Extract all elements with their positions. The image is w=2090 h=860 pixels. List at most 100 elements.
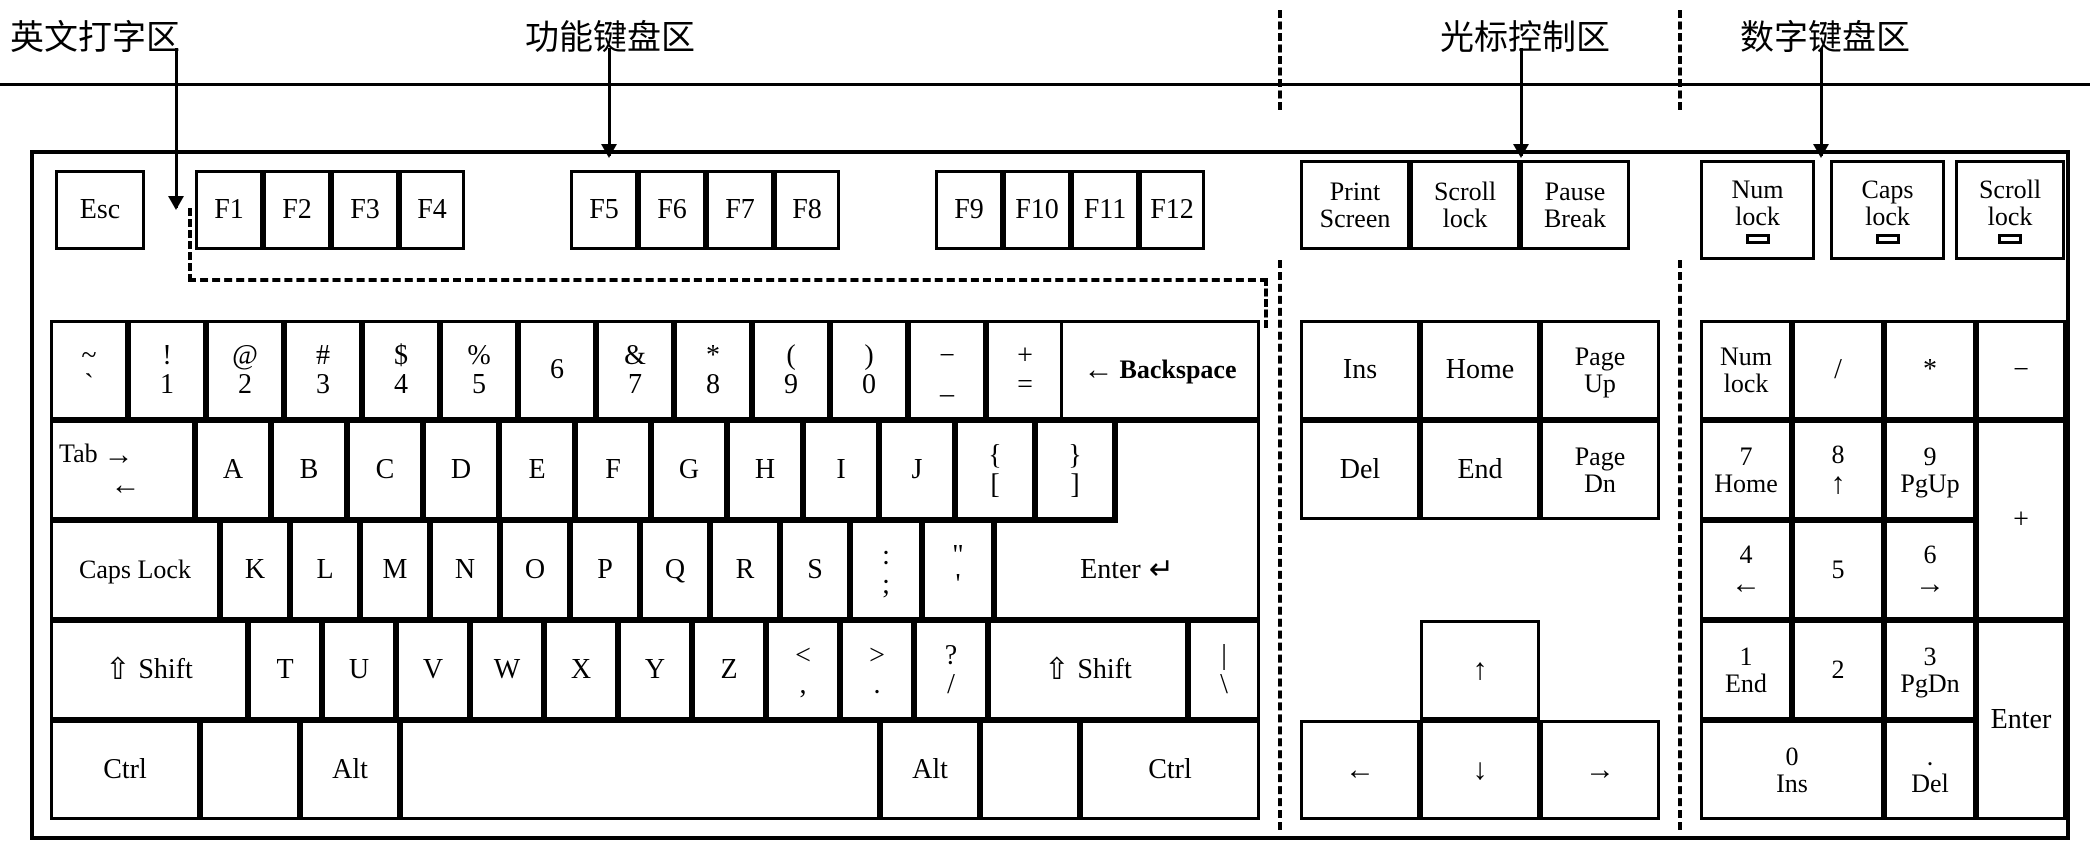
key-capslock[interactable]: Caps Lock [50, 520, 220, 620]
key-num-0[interactable]: ~` [50, 320, 128, 420]
key-f4[interactable]: F4 [399, 170, 465, 250]
key-f[interactable]: F [575, 420, 651, 520]
key-num-1[interactable]: !1 [128, 320, 206, 420]
key-quote[interactable]: "' [922, 520, 994, 620]
key-backslash[interactable]: |\ [1188, 620, 1260, 720]
key-num-2[interactable]: @2 [206, 320, 284, 420]
key-end[interactable]: End [1420, 420, 1540, 520]
key-np-mul[interactable]: * [1884, 320, 1976, 420]
key-a[interactable]: A [195, 420, 271, 520]
key-num-11[interactable]: −_ [908, 320, 986, 420]
key-arrow-down[interactable]: ↓ [1420, 720, 1540, 820]
key-arrow-up[interactable]: ↑ [1420, 620, 1540, 720]
key-num-6[interactable]: 6 [518, 320, 596, 420]
key-np-6[interactable]: 6→ [1884, 520, 1976, 620]
key-num-5[interactable]: %5 [440, 320, 518, 420]
key-shift-right[interactable]: ⇧ Shift [988, 620, 1188, 720]
key-d[interactable]: D [423, 420, 499, 520]
key-np-4[interactable]: 4← [1700, 520, 1792, 620]
key-pagedn[interactable]: PageDn [1540, 420, 1660, 520]
key-num-9[interactable]: (9 [752, 320, 830, 420]
key-e[interactable]: E [499, 420, 575, 520]
key-q[interactable]: Q [640, 520, 710, 620]
key-f2[interactable]: F2 [263, 170, 331, 250]
key-np-0[interactable]: 0Ins [1700, 720, 1884, 820]
key-h[interactable]: H [727, 420, 803, 520]
key-tab[interactable]: Tab→ ← [50, 420, 195, 520]
key-slash[interactable]: ?/ [914, 620, 988, 720]
key-bracket-r[interactable]: }] [1035, 420, 1115, 520]
key-del[interactable]: Del [1300, 420, 1420, 520]
key-np-3[interactable]: 3PgDn [1884, 620, 1976, 720]
key-alt-right[interactable]: Alt [880, 720, 980, 820]
key-esc[interactable]: Esc [55, 170, 145, 250]
key-o[interactable]: O [500, 520, 570, 620]
key-scrolllock[interactable]: Scroll lock [1410, 160, 1520, 250]
key-arrow-right[interactable]: → [1540, 720, 1660, 820]
key-f6[interactable]: F6 [638, 170, 706, 250]
key-arrow-left[interactable]: ← [1300, 720, 1420, 820]
key-f9[interactable]: F9 [935, 170, 1003, 250]
key-w[interactable]: W [470, 620, 544, 720]
key-pausebreak[interactable]: Pause Break [1520, 160, 1630, 250]
key-f1[interactable]: F1 [195, 170, 263, 250]
key-f12[interactable]: F12 [1139, 170, 1205, 250]
key-ctrl-right[interactable]: Ctrl [1080, 720, 1260, 820]
key-np-dot[interactable]: .Del [1884, 720, 1976, 820]
key-backspace[interactable]: ← Backspace [1060, 320, 1260, 420]
key-space[interactable] [400, 720, 880, 820]
key-g[interactable]: G [651, 420, 727, 520]
key-enter-top[interactable] [1115, 420, 1260, 523]
key-printscreen[interactable]: Print Screen [1300, 160, 1410, 250]
key-np-9[interactable]: 9PgUp [1884, 420, 1976, 520]
key-np-sub[interactable]: − [1976, 320, 2066, 420]
key-t[interactable]: T [248, 620, 322, 720]
key-f3[interactable]: F3 [331, 170, 399, 250]
key-np-5[interactable]: 5 [1792, 520, 1884, 620]
key-s[interactable]: S [780, 520, 850, 620]
key-shift-left[interactable]: ⇧ Shift [50, 620, 248, 720]
key-f7[interactable]: F7 [706, 170, 774, 250]
key-f5[interactable]: F5 [570, 170, 638, 250]
key-np-2[interactable]: 2 [1792, 620, 1884, 720]
key-i[interactable]: I [803, 420, 879, 520]
key-n[interactable]: N [430, 520, 500, 620]
key-np-8[interactable]: 8↑ [1792, 420, 1884, 520]
key-u[interactable]: U [322, 620, 396, 720]
key-r[interactable]: R [710, 520, 780, 620]
key-comma[interactable]: <, [766, 620, 840, 720]
key-pageup[interactable]: PageUp [1540, 320, 1660, 420]
key-np-enter[interactable]: Enter [1976, 620, 2066, 820]
key-num-12[interactable]: += [986, 320, 1064, 420]
key-enter[interactable]: Enter ↵ [994, 520, 1260, 620]
key-np-numlock[interactable]: Numlock [1700, 320, 1792, 420]
key-num-4[interactable]: $4 [362, 320, 440, 420]
key-p[interactable]: P [570, 520, 640, 620]
key-num-8[interactable]: *8 [674, 320, 752, 420]
key-num-7[interactable]: &7 [596, 320, 674, 420]
key-bracket-l[interactable]: {[ [955, 420, 1035, 520]
key-np-div[interactable]: / [1792, 320, 1884, 420]
key-c[interactable]: C [347, 420, 423, 520]
key-num-3[interactable]: #3 [284, 320, 362, 420]
key-v[interactable]: V [396, 620, 470, 720]
key-blank-1[interactable] [200, 720, 300, 820]
key-f10[interactable]: F10 [1003, 170, 1071, 250]
key-y[interactable]: Y [618, 620, 692, 720]
key-z[interactable]: Z [692, 620, 766, 720]
key-num-10[interactable]: )0 [830, 320, 908, 420]
key-k[interactable]: K [220, 520, 290, 620]
key-blank-2[interactable] [980, 720, 1080, 820]
key-ins[interactable]: Ins [1300, 320, 1420, 420]
key-np-1[interactable]: 1End [1700, 620, 1792, 720]
key-m[interactable]: M [360, 520, 430, 620]
key-ctrl-left[interactable]: Ctrl [50, 720, 200, 820]
key-l[interactable]: L [290, 520, 360, 620]
key-f8[interactable]: F8 [774, 170, 840, 250]
key-f11[interactable]: F11 [1071, 170, 1139, 250]
key-np-7[interactable]: 7Home [1700, 420, 1792, 520]
key-home[interactable]: Home [1420, 320, 1540, 420]
key-np-add[interactable]: + [1976, 420, 2066, 620]
key-b[interactable]: B [271, 420, 347, 520]
key-x[interactable]: X [544, 620, 618, 720]
